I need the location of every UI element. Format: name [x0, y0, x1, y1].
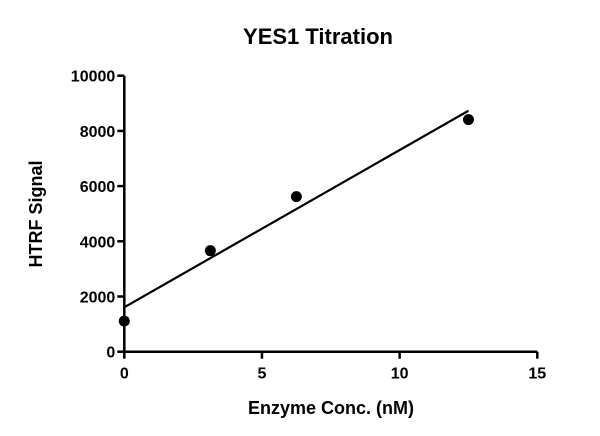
y-tick-label: 8000 — [80, 124, 116, 141]
x-tick-label: 10 — [391, 366, 409, 383]
x-tick-label: 0 — [120, 366, 129, 383]
y-tick-label: 10000 — [71, 69, 116, 86]
y-tick-label: 6000 — [80, 179, 116, 196]
y-axis-label: HTRF Signal — [26, 161, 46, 268]
y-tick-label: 0 — [106, 345, 115, 362]
data-point — [204, 245, 216, 257]
x-axis-label: Enzyme Conc. (nM) — [248, 398, 414, 418]
x-tick-label: 5 — [258, 366, 267, 383]
fit-line — [123, 109, 470, 309]
y-tick-label: 2000 — [80, 290, 116, 307]
data-point — [118, 315, 130, 327]
chart-title: YES1 Titration — [243, 24, 393, 49]
y-tick-label: 4000 — [80, 234, 116, 251]
x-tick-label: 15 — [528, 366, 546, 383]
data-point — [462, 114, 474, 126]
data-point — [290, 191, 302, 203]
